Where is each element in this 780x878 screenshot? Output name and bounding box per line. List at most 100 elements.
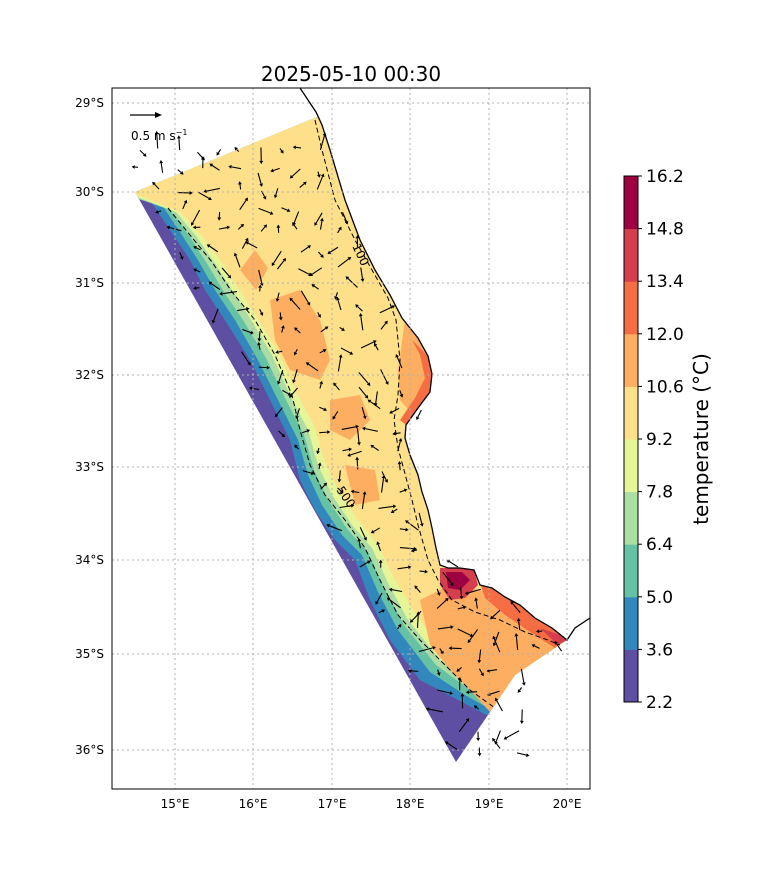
quiver-key-exponent: −1 — [176, 128, 188, 137]
current-vector — [317, 251, 322, 256]
current-vector — [437, 626, 451, 630]
current-vector-head — [248, 386, 253, 391]
current-vector-head — [492, 737, 496, 742]
current-vector — [519, 687, 523, 691]
current-vector — [293, 224, 298, 230]
colorbar-swatches — [624, 176, 638, 703]
current-vector-head — [364, 394, 369, 399]
current-vector — [209, 245, 219, 253]
current-vector — [337, 487, 342, 492]
current-vector — [153, 183, 160, 190]
current-vector-head — [465, 690, 470, 695]
current-vector — [319, 383, 322, 389]
colorbar-tick-label: 16.2 — [646, 167, 684, 187]
current-vector — [339, 505, 352, 509]
current-vector-head — [373, 402, 378, 407]
current-vector — [418, 512, 423, 524]
current-vector-head — [183, 199, 188, 204]
current-vector — [259, 309, 262, 314]
current-vector — [320, 327, 327, 333]
current-vector — [407, 521, 419, 531]
current-vector — [218, 227, 228, 230]
lat-tick-label: 31°S — [75, 276, 104, 290]
current-vector — [378, 610, 383, 614]
gridlines — [112, 88, 590, 789]
current-vector — [439, 648, 443, 653]
current-vector — [235, 255, 241, 268]
current-vector-head — [408, 565, 412, 570]
current-vector-head — [228, 165, 232, 169]
current-vector-head — [287, 392, 292, 396]
current-vector — [358, 372, 369, 384]
svg-text:0.5 m s−1: 0.5 m s−1 — [131, 128, 187, 143]
isobath-100 — [314, 119, 561, 646]
current-vector-head — [392, 504, 397, 509]
current-vector-head — [289, 297, 294, 302]
current-vector — [337, 229, 341, 234]
lon-tick-label: 15°E — [161, 797, 190, 811]
current-vector — [258, 269, 263, 284]
current-vector-head — [233, 252, 238, 257]
current-vector — [206, 187, 220, 192]
current-vector-head — [274, 413, 279, 418]
current-vector — [358, 386, 367, 397]
current-vector — [296, 446, 300, 450]
lon-tick-label: 18°E — [396, 797, 425, 811]
current-vector-head — [449, 691, 454, 695]
current-vector-head — [370, 529, 375, 534]
current-vector — [359, 561, 369, 568]
current-vector — [300, 290, 309, 304]
current-vector-head — [397, 461, 402, 465]
current-vector — [448, 560, 459, 568]
current-vector-head — [309, 272, 314, 277]
current-vector — [237, 308, 247, 312]
current-vector — [237, 225, 243, 230]
current-vector — [231, 166, 242, 170]
current-vector — [178, 138, 181, 151]
current-vector — [342, 211, 347, 222]
colorbar-tick-label: 14.8 — [646, 220, 684, 240]
current-vector — [379, 306, 393, 314]
temperature-band-10.6-patches — [240, 250, 445, 505]
current-vector-head — [275, 298, 280, 302]
current-vector-head — [345, 276, 350, 280]
current-vector — [258, 331, 261, 339]
current-vector — [317, 171, 320, 175]
current-vector-head — [457, 676, 462, 681]
current-vector — [437, 689, 451, 694]
current-vector — [277, 430, 284, 436]
current-vector — [319, 406, 325, 410]
coastline — [299, 88, 590, 641]
current-vector — [197, 151, 204, 159]
lat-tick-label: 35°S — [75, 647, 104, 661]
current-vector — [222, 290, 238, 295]
current-vector-head — [281, 325, 285, 329]
quiver-key-label: 0.5 m s — [131, 129, 176, 143]
current-vector — [380, 478, 385, 493]
current-vector — [320, 484, 326, 490]
current-vector — [337, 258, 350, 268]
current-vector — [416, 614, 419, 628]
current-vector-head — [350, 489, 355, 494]
current-vector — [179, 252, 183, 258]
current-vector — [391, 407, 400, 413]
current-vector-head — [266, 365, 271, 370]
current-vector — [475, 600, 478, 609]
current-vector — [296, 408, 300, 417]
current-vector-head — [177, 135, 181, 139]
current-vector — [375, 391, 378, 404]
current-vector-head — [131, 165, 135, 169]
current-vector-head — [347, 453, 351, 457]
colorbar-tick-label: 5.0 — [646, 588, 673, 608]
isobath-500 — [167, 207, 496, 709]
current-vector — [198, 191, 210, 199]
current-vector — [467, 588, 481, 594]
current-vector — [380, 322, 387, 330]
current-vector-head — [303, 181, 307, 186]
current-vector-head — [306, 301, 311, 306]
current-vector — [399, 489, 405, 493]
current-vector — [318, 465, 321, 470]
current-vector — [337, 299, 342, 311]
current-vector-head — [436, 672, 441, 676]
current-vector-head — [310, 471, 315, 475]
